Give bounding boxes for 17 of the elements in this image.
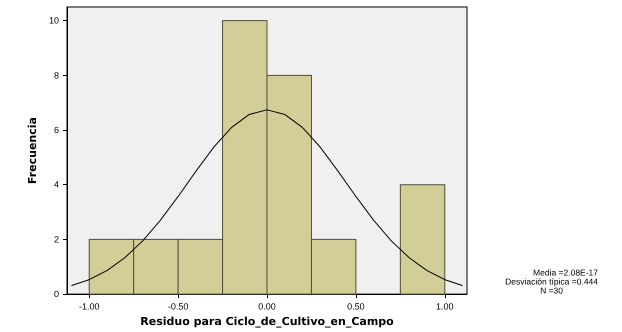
x-tick-label: -0.50 (168, 302, 188, 312)
text: N =30 (540, 286, 564, 296)
y-tick-label: 4 (54, 180, 59, 190)
x-tick-label: 0.00 (258, 302, 276, 312)
text: Media =2.08E-17 (533, 268, 598, 278)
text: Desviación típica =0.444 (505, 276, 598, 286)
y-tick-label: 6 (54, 125, 59, 136)
y-tick-label: 2 (54, 234, 59, 244)
x-tick-label: 0.50 (347, 302, 365, 312)
x-tick-label: 1.00 (436, 302, 454, 312)
line-series (70, 109, 464, 286)
x-tick-label: -1.00 (78, 302, 100, 312)
y-tick-label: 0 (54, 289, 59, 300)
y-axis-title: Frecuencia (26, 117, 40, 184)
x-axis-title: Residuo para Ciclo_de_Cultivo_en_Campo (140, 315, 394, 328)
y-tick-label: 8 (54, 70, 59, 80)
y-tick-label: 10 (48, 16, 59, 26)
